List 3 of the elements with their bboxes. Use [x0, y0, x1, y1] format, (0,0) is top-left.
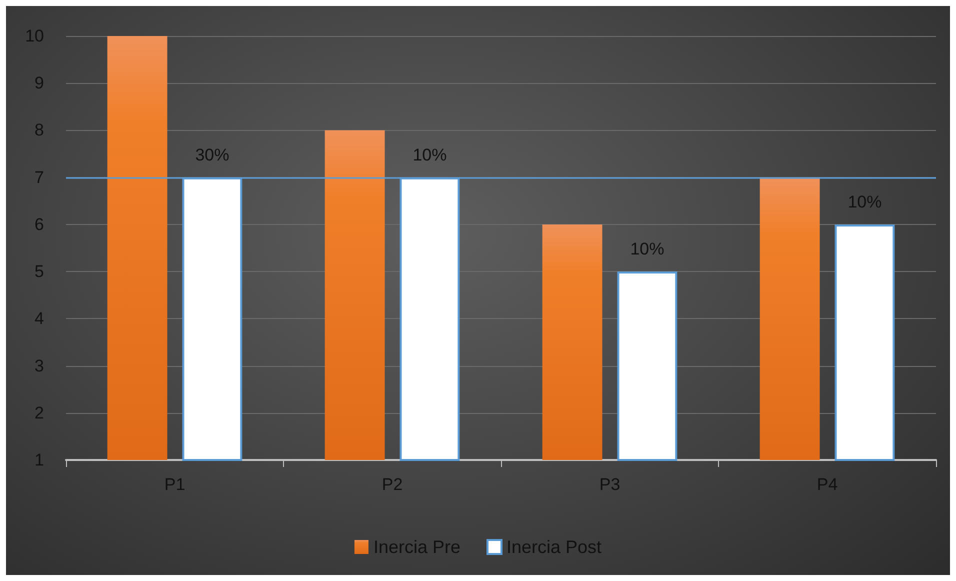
- annotation: 10%: [630, 240, 664, 259]
- annotation: 10%: [412, 145, 447, 164]
- annotation: 30%: [195, 145, 230, 164]
